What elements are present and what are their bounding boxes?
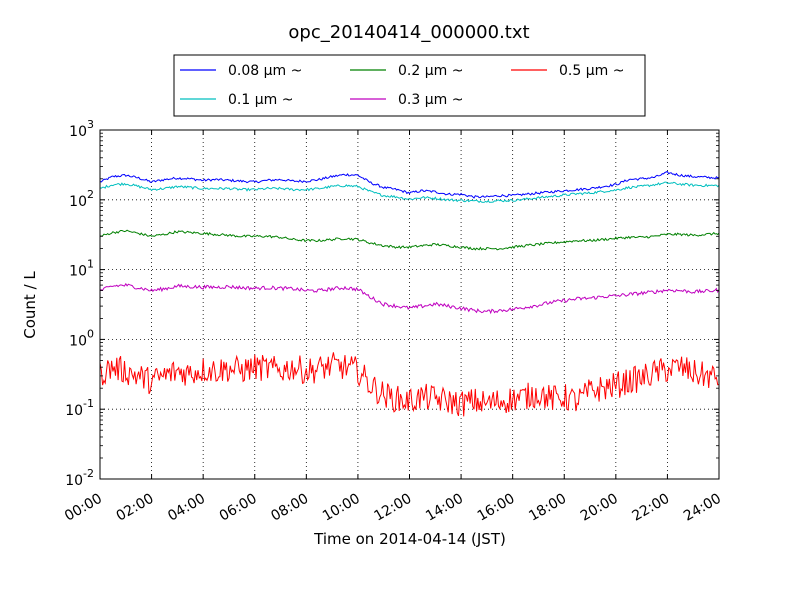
series-line [100,229,719,251]
plot-area [100,130,719,479]
series-line [100,181,719,203]
series-line [100,170,719,199]
y-axis-label: Count / L [21,271,39,339]
legend [173,54,646,117]
series-group [100,170,719,417]
legend-items: 0.08 μm ~ 0.1 μm ~ 0.2 μm ~ 0.3 μm ~ 0.5 μm … [180,63,624,108]
chart-title: opc_20140414_000000.txt [288,22,529,43]
legend-label: 0.5 μm ~ [559,63,624,79]
x-axis-label: Time on 2014-04-14 (JST) [313,530,506,548]
legend-label: 0.1 μm ~ [228,92,293,108]
legend-label: 0.08 μm ~ [228,63,302,79]
legend-label: 0.2 μm ~ [398,63,463,79]
legend-label: 0.3 μm ~ [398,92,463,108]
series-line [100,282,719,315]
series-line [100,352,719,417]
